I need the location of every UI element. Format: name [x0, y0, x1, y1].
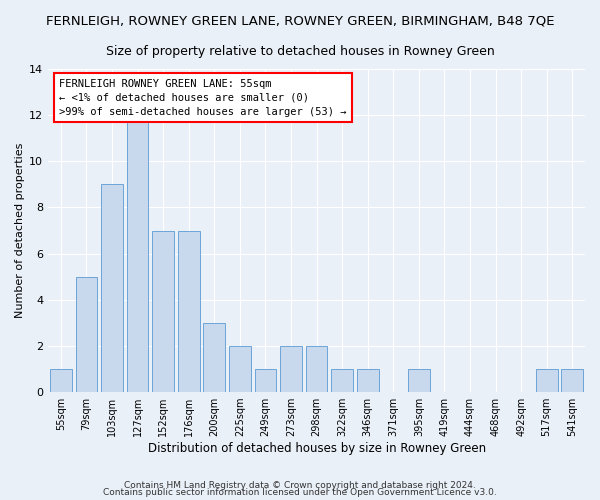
Bar: [178, 230, 200, 392]
Bar: [152, 230, 174, 392]
Bar: [408, 369, 430, 392]
Bar: [127, 115, 148, 392]
Bar: [254, 369, 277, 392]
Bar: [203, 323, 225, 392]
Bar: [331, 369, 353, 392]
Text: Size of property relative to detached houses in Rowney Green: Size of property relative to detached ho…: [106, 45, 494, 58]
Text: Contains HM Land Registry data © Crown copyright and database right 2024.: Contains HM Land Registry data © Crown c…: [124, 480, 476, 490]
Bar: [101, 184, 123, 392]
Text: FERNLEIGH, ROWNEY GREEN LANE, ROWNEY GREEN, BIRMINGHAM, B48 7QE: FERNLEIGH, ROWNEY GREEN LANE, ROWNEY GRE…: [46, 15, 554, 28]
Bar: [280, 346, 302, 392]
X-axis label: Distribution of detached houses by size in Rowney Green: Distribution of detached houses by size …: [148, 442, 485, 455]
Bar: [76, 276, 97, 392]
Bar: [357, 369, 379, 392]
Bar: [536, 369, 557, 392]
Bar: [50, 369, 72, 392]
Bar: [229, 346, 251, 392]
Bar: [562, 369, 583, 392]
Y-axis label: Number of detached properties: Number of detached properties: [15, 143, 25, 318]
Text: Contains public sector information licensed under the Open Government Licence v3: Contains public sector information licen…: [103, 488, 497, 497]
Bar: [306, 346, 328, 392]
Text: FERNLEIGH ROWNEY GREEN LANE: 55sqm
← <1% of detached houses are smaller (0)
>99%: FERNLEIGH ROWNEY GREEN LANE: 55sqm ← <1%…: [59, 78, 346, 116]
